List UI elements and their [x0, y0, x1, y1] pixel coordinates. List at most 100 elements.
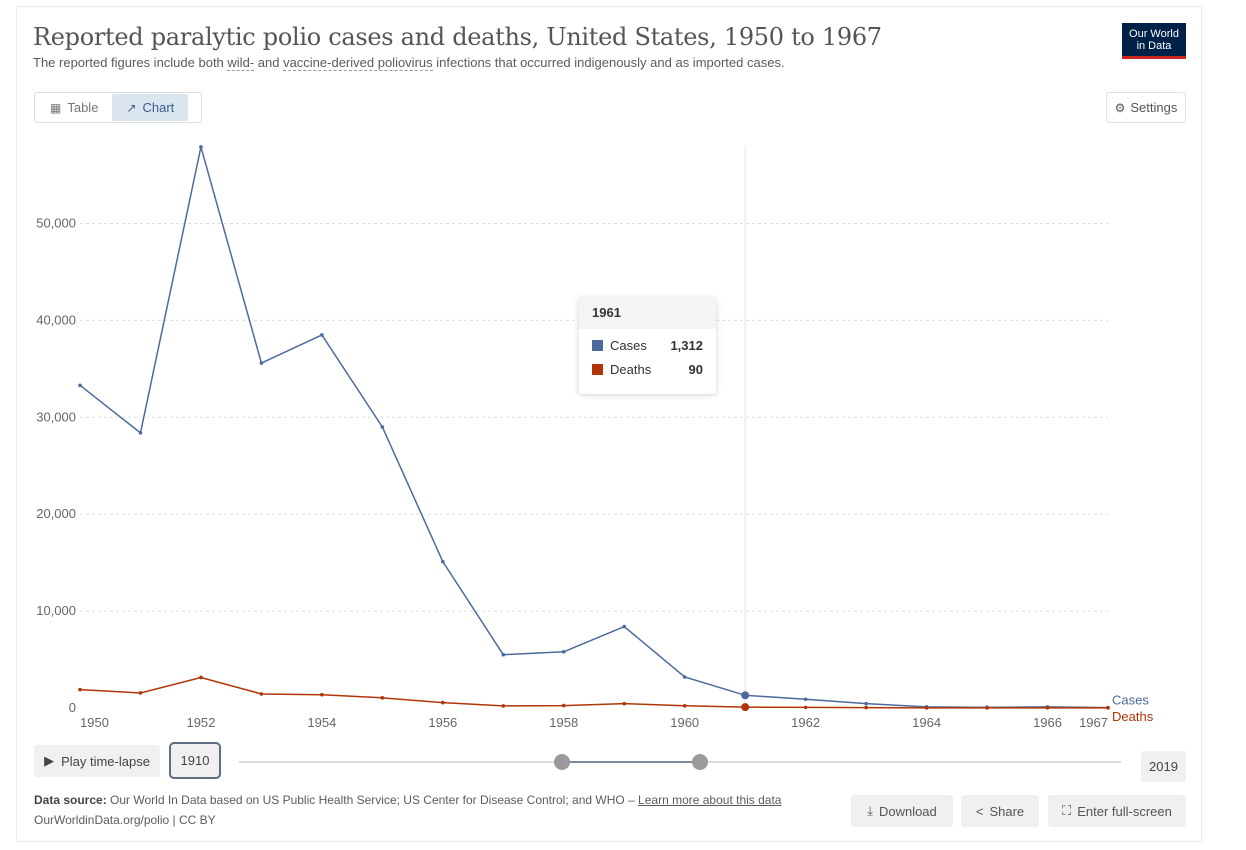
download-icon: ⤓	[867, 803, 873, 818]
data-point-deaths	[741, 703, 750, 712]
settings-label: Settings	[1130, 100, 1178, 115]
data-point-cases	[380, 425, 385, 429]
cases-swatch	[592, 339, 603, 351]
chart-tooltip: 1961 Cases 1,312 Deaths 90	[579, 297, 716, 394]
tooltip-year: 1961	[579, 297, 716, 329]
y-tick-label: 30,000	[36, 409, 76, 424]
data-point-deaths	[924, 706, 929, 710]
tab-chart[interactable]: ↗ Chart	[112, 94, 189, 121]
play-label: Play time-lapse	[61, 753, 150, 769]
source-url[interactable]: OurWorldinData.org/polio | CC BY	[34, 813, 216, 827]
data-point-cases	[561, 650, 566, 654]
timeline-selected-range	[562, 761, 700, 763]
share-label: Share	[989, 803, 1025, 819]
download-button[interactable]: ⤓ Download	[851, 795, 953, 827]
series-line-deaths	[79, 676, 1109, 709]
owid-logo[interactable]: Our World in Data	[1122, 23, 1186, 59]
data-point-deaths	[682, 703, 687, 708]
data-point-deaths	[441, 700, 445, 705]
data-point-deaths	[561, 703, 566, 708]
data-point-deaths	[380, 696, 385, 700]
share-button[interactable]: < Share	[961, 795, 1039, 827]
y-tick-label: 10,000	[36, 603, 76, 618]
data-point-deaths	[622, 701, 627, 706]
series-line-cases	[79, 146, 1109, 709]
timeline-start-year[interactable]: 1910	[169, 742, 221, 779]
timeline-end-handle[interactable]	[692, 754, 708, 770]
tooltip-series-name: Deaths	[610, 361, 652, 377]
settings-button[interactable]: ⚙ Settings	[1106, 92, 1186, 123]
x-tick-label: 1966	[1033, 715, 1062, 730]
data-point-cases	[259, 361, 264, 365]
data-point-cases	[320, 333, 324, 337]
data-point-cases	[501, 652, 506, 657]
logo-line: Our World	[1129, 28, 1179, 40]
data-point-cases	[78, 383, 82, 388]
subtitle-text: and	[254, 55, 284, 70]
data-point-cases	[682, 675, 687, 679]
fullscreen-button[interactable]: ⛶ Enter full-screen	[1048, 795, 1186, 827]
data-point-deaths	[1106, 706, 1110, 710]
data-point-deaths	[985, 706, 989, 710]
gear-icon: ⚙	[1114, 100, 1126, 115]
x-tick-label: 1964	[912, 715, 941, 730]
y-tick-label: 50,000	[36, 216, 76, 231]
share-icon: <	[975, 803, 984, 819]
x-tick-label: 1952	[186, 715, 215, 730]
data-point-deaths	[138, 691, 143, 695]
data-point-cases	[741, 691, 750, 700]
timeline-end-year[interactable]: 2019	[1141, 751, 1186, 782]
tooltip-series-value: 90	[688, 361, 703, 377]
line-chart: 0 10,000 20,000 30,000 40,000 50,000 1950 1952 1…	[36, 145, 1154, 730]
series-label-cases: Cases	[1112, 693, 1149, 708]
subtitle-text: infections that occurred indigenously an…	[432, 55, 785, 70]
x-tick-label: 1962	[791, 715, 820, 730]
logo-line: in Data	[1136, 40, 1172, 52]
x-tick-label: 1958	[549, 715, 578, 730]
data-point-cases	[138, 431, 143, 435]
deaths-swatch	[592, 363, 603, 375]
data-source: Data source: Our World In Data based on …	[34, 793, 781, 807]
vaccine-derived-poliovirus-link[interactable]: vaccine-derived poliovirus	[283, 55, 433, 71]
data-point-cases	[864, 701, 868, 706]
data-point-cases	[441, 559, 445, 564]
table-icon: ▦	[50, 100, 62, 115]
data-point-deaths	[199, 675, 203, 680]
line-chart-icon: ↗	[126, 100, 137, 115]
tooltip-row-deaths: Deaths 90	[579, 357, 716, 381]
timeline-start-handle[interactable]	[554, 754, 570, 770]
subtitle-text: The reported figures include both	[33, 55, 228, 70]
y-tick-label: 40,000	[36, 312, 76, 327]
data-point-deaths	[78, 687, 82, 692]
download-label: Download	[878, 803, 937, 819]
data-point-deaths	[259, 692, 264, 696]
series-label-deaths: Deaths	[1112, 709, 1154, 724]
source-label: Data source:	[34, 793, 107, 807]
fullscreen-label: Enter full-screen	[1077, 803, 1172, 819]
data-point-deaths	[864, 705, 868, 710]
view-tabs: ▦ Table ↗ Chart	[34, 92, 202, 123]
data-point-deaths	[320, 692, 324, 697]
data-point-deaths	[1045, 706, 1050, 710]
x-tick-label: 1960	[670, 715, 699, 730]
play-timelapse-button[interactable]: ▶ Play time-lapse	[34, 745, 160, 777]
tab-table[interactable]: ▦ Table	[36, 94, 112, 121]
chart-frame: Reported paralytic polio cases and death…	[16, 6, 1202, 842]
tab-chart-label: Chart	[142, 100, 175, 115]
x-tick-label: 1950	[80, 715, 109, 730]
data-point-deaths	[803, 705, 808, 710]
data-point-cases	[199, 145, 203, 149]
y-tick-label: 0	[69, 700, 76, 715]
learn-more-link[interactable]: Learn more about this data	[638, 793, 782, 807]
wild-poliovirus-link[interactable]: wild-	[227, 55, 255, 71]
tab-table-label: Table	[67, 100, 99, 115]
data-point-cases	[803, 697, 808, 702]
x-tick-label: 1967	[1079, 715, 1108, 730]
expand-icon: ⛶	[1062, 803, 1072, 818]
y-tick-label: 20,000	[36, 506, 76, 521]
chart-title: Reported paralytic polio cases and death…	[33, 23, 882, 51]
tooltip-series-name: Cases	[610, 337, 647, 353]
x-tick-label: 1954	[307, 715, 336, 730]
x-tick-label: 1956	[428, 715, 457, 730]
source-text: Our World In Data based on US Public Hea…	[106, 793, 639, 807]
